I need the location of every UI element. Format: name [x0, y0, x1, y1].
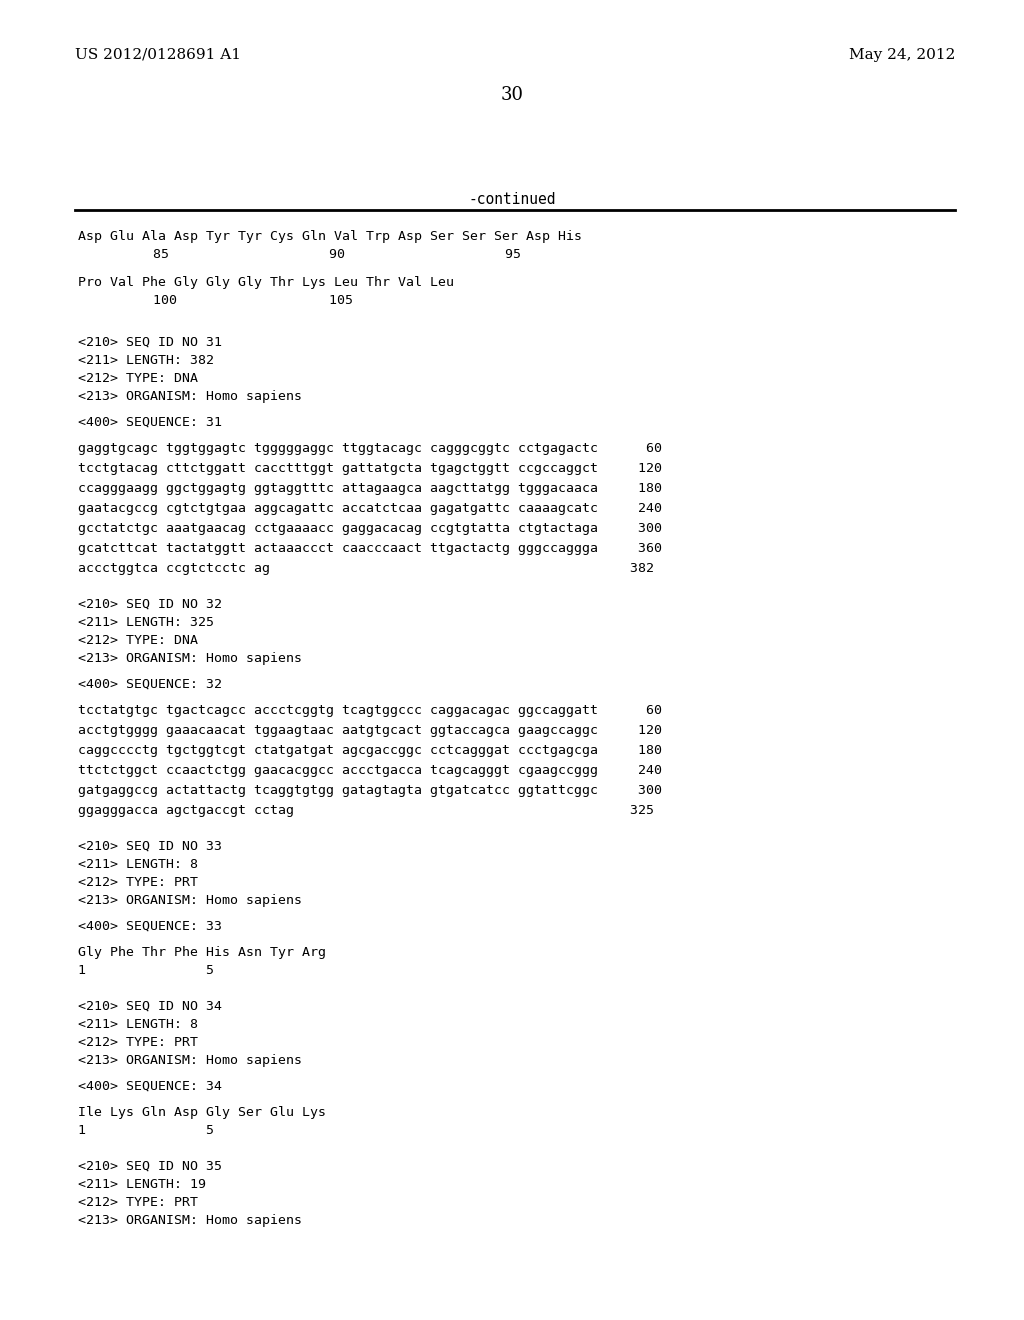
Text: caggcccctg tgctggtcgt ctatgatgat agcgaccggc cctcagggat ccctgagcga     180: caggcccctg tgctggtcgt ctatgatgat agcgacc… — [78, 744, 662, 756]
Text: <213> ORGANISM: Homo sapiens: <213> ORGANISM: Homo sapiens — [78, 652, 302, 665]
Text: Asp Glu Ala Asp Tyr Tyr Cys Gln Val Trp Asp Ser Ser Ser Asp His: Asp Glu Ala Asp Tyr Tyr Cys Gln Val Trp … — [78, 230, 582, 243]
Text: acctgtgggg gaaacaacat tggaagtaac aatgtgcact ggtaccagca gaagccaggc     120: acctgtgggg gaaacaacat tggaagtaac aatgtgc… — [78, 723, 662, 737]
Text: <212> TYPE: DNA: <212> TYPE: DNA — [78, 372, 198, 385]
Text: 1               5: 1 5 — [78, 1125, 214, 1137]
Text: May 24, 2012: May 24, 2012 — [849, 48, 955, 62]
Text: <210> SEQ ID NO 35: <210> SEQ ID NO 35 — [78, 1160, 222, 1173]
Text: <400> SEQUENCE: 33: <400> SEQUENCE: 33 — [78, 920, 222, 933]
Text: -continued: -continued — [468, 191, 556, 207]
Text: Ile Lys Gln Asp Gly Ser Glu Lys: Ile Lys Gln Asp Gly Ser Glu Lys — [78, 1106, 326, 1119]
Text: <212> TYPE: PRT: <212> TYPE: PRT — [78, 1196, 198, 1209]
Text: 1               5: 1 5 — [78, 964, 214, 977]
Text: 30: 30 — [501, 86, 523, 104]
Text: gcatcttcat tactatggtt actaaaccct caacccaact ttgactactg gggccaggga     360: gcatcttcat tactatggtt actaaaccct caaccca… — [78, 543, 662, 554]
Text: <400> SEQUENCE: 31: <400> SEQUENCE: 31 — [78, 416, 222, 429]
Text: <210> SEQ ID NO 31: <210> SEQ ID NO 31 — [78, 337, 222, 348]
Text: 85                    90                    95: 85 90 95 — [153, 248, 521, 261]
Text: gatgaggccg actattactg tcaggtgtgg gatagtagta gtgatcatcc ggtattcggc     300: gatgaggccg actattactg tcaggtgtgg gatagta… — [78, 784, 662, 797]
Text: tcctatgtgc tgactcagcc accctcggtg tcagtggccc caggacagac ggccaggatt      60: tcctatgtgc tgactcagcc accctcggtg tcagtgg… — [78, 704, 662, 717]
Text: <210> SEQ ID NO 32: <210> SEQ ID NO 32 — [78, 598, 222, 611]
Text: ccagggaagg ggctggagtg ggtaggtttc attagaagca aagcttatgg tgggacaaca     180: ccagggaagg ggctggagtg ggtaggtttc attagaa… — [78, 482, 662, 495]
Text: Pro Val Phe Gly Gly Gly Thr Lys Leu Thr Val Leu: Pro Val Phe Gly Gly Gly Thr Lys Leu Thr … — [78, 276, 454, 289]
Text: <213> ORGANISM: Homo sapiens: <213> ORGANISM: Homo sapiens — [78, 389, 302, 403]
Text: <212> TYPE: DNA: <212> TYPE: DNA — [78, 634, 198, 647]
Text: <400> SEQUENCE: 32: <400> SEQUENCE: 32 — [78, 678, 222, 690]
Text: <213> ORGANISM: Homo sapiens: <213> ORGANISM: Homo sapiens — [78, 1214, 302, 1228]
Text: <210> SEQ ID NO 34: <210> SEQ ID NO 34 — [78, 1001, 222, 1012]
Text: <210> SEQ ID NO 33: <210> SEQ ID NO 33 — [78, 840, 222, 853]
Text: 100                   105: 100 105 — [153, 294, 353, 308]
Text: <212> TYPE: PRT: <212> TYPE: PRT — [78, 876, 198, 888]
Text: <213> ORGANISM: Homo sapiens: <213> ORGANISM: Homo sapiens — [78, 1053, 302, 1067]
Text: <213> ORGANISM: Homo sapiens: <213> ORGANISM: Homo sapiens — [78, 894, 302, 907]
Text: Gly Phe Thr Phe His Asn Tyr Arg: Gly Phe Thr Phe His Asn Tyr Arg — [78, 946, 326, 960]
Text: <211> LENGTH: 382: <211> LENGTH: 382 — [78, 354, 214, 367]
Text: ggagggacca agctgaccgt cctag                                          325: ggagggacca agctgaccgt cctag 325 — [78, 804, 654, 817]
Text: US 2012/0128691 A1: US 2012/0128691 A1 — [75, 48, 241, 62]
Text: gcctatctgc aaatgaacag cctgaaaacc gaggacacag ccgtgtatta ctgtactaga     300: gcctatctgc aaatgaacag cctgaaaacc gaggaca… — [78, 521, 662, 535]
Text: gaggtgcagc tggtggagtc tgggggaggc ttggtacagc cagggcggtc cctgagactc      60: gaggtgcagc tggtggagtc tgggggaggc ttggtac… — [78, 442, 662, 455]
Text: <212> TYPE: PRT: <212> TYPE: PRT — [78, 1036, 198, 1049]
Text: <211> LENGTH: 325: <211> LENGTH: 325 — [78, 616, 214, 630]
Text: <211> LENGTH: 8: <211> LENGTH: 8 — [78, 1018, 198, 1031]
Text: gaatacgccg cgtctgtgaa aggcagattc accatctcaa gagatgattc caaaagcatc     240: gaatacgccg cgtctgtgaa aggcagattc accatct… — [78, 502, 662, 515]
Text: accctggtca ccgtctcctc ag                                             382: accctggtca ccgtctcctc ag 382 — [78, 562, 654, 576]
Text: tcctgtacag cttctggatt cacctttggt gattatgcta tgagctggtt ccgccaggct     120: tcctgtacag cttctggatt cacctttggt gattatg… — [78, 462, 662, 475]
Text: <211> LENGTH: 8: <211> LENGTH: 8 — [78, 858, 198, 871]
Text: <211> LENGTH: 19: <211> LENGTH: 19 — [78, 1177, 206, 1191]
Text: ttctctggct ccaactctgg gaacacggcc accctgacca tcagcagggt cgaagccggg     240: ttctctggct ccaactctgg gaacacggcc accctga… — [78, 764, 662, 777]
Text: <400> SEQUENCE: 34: <400> SEQUENCE: 34 — [78, 1080, 222, 1093]
